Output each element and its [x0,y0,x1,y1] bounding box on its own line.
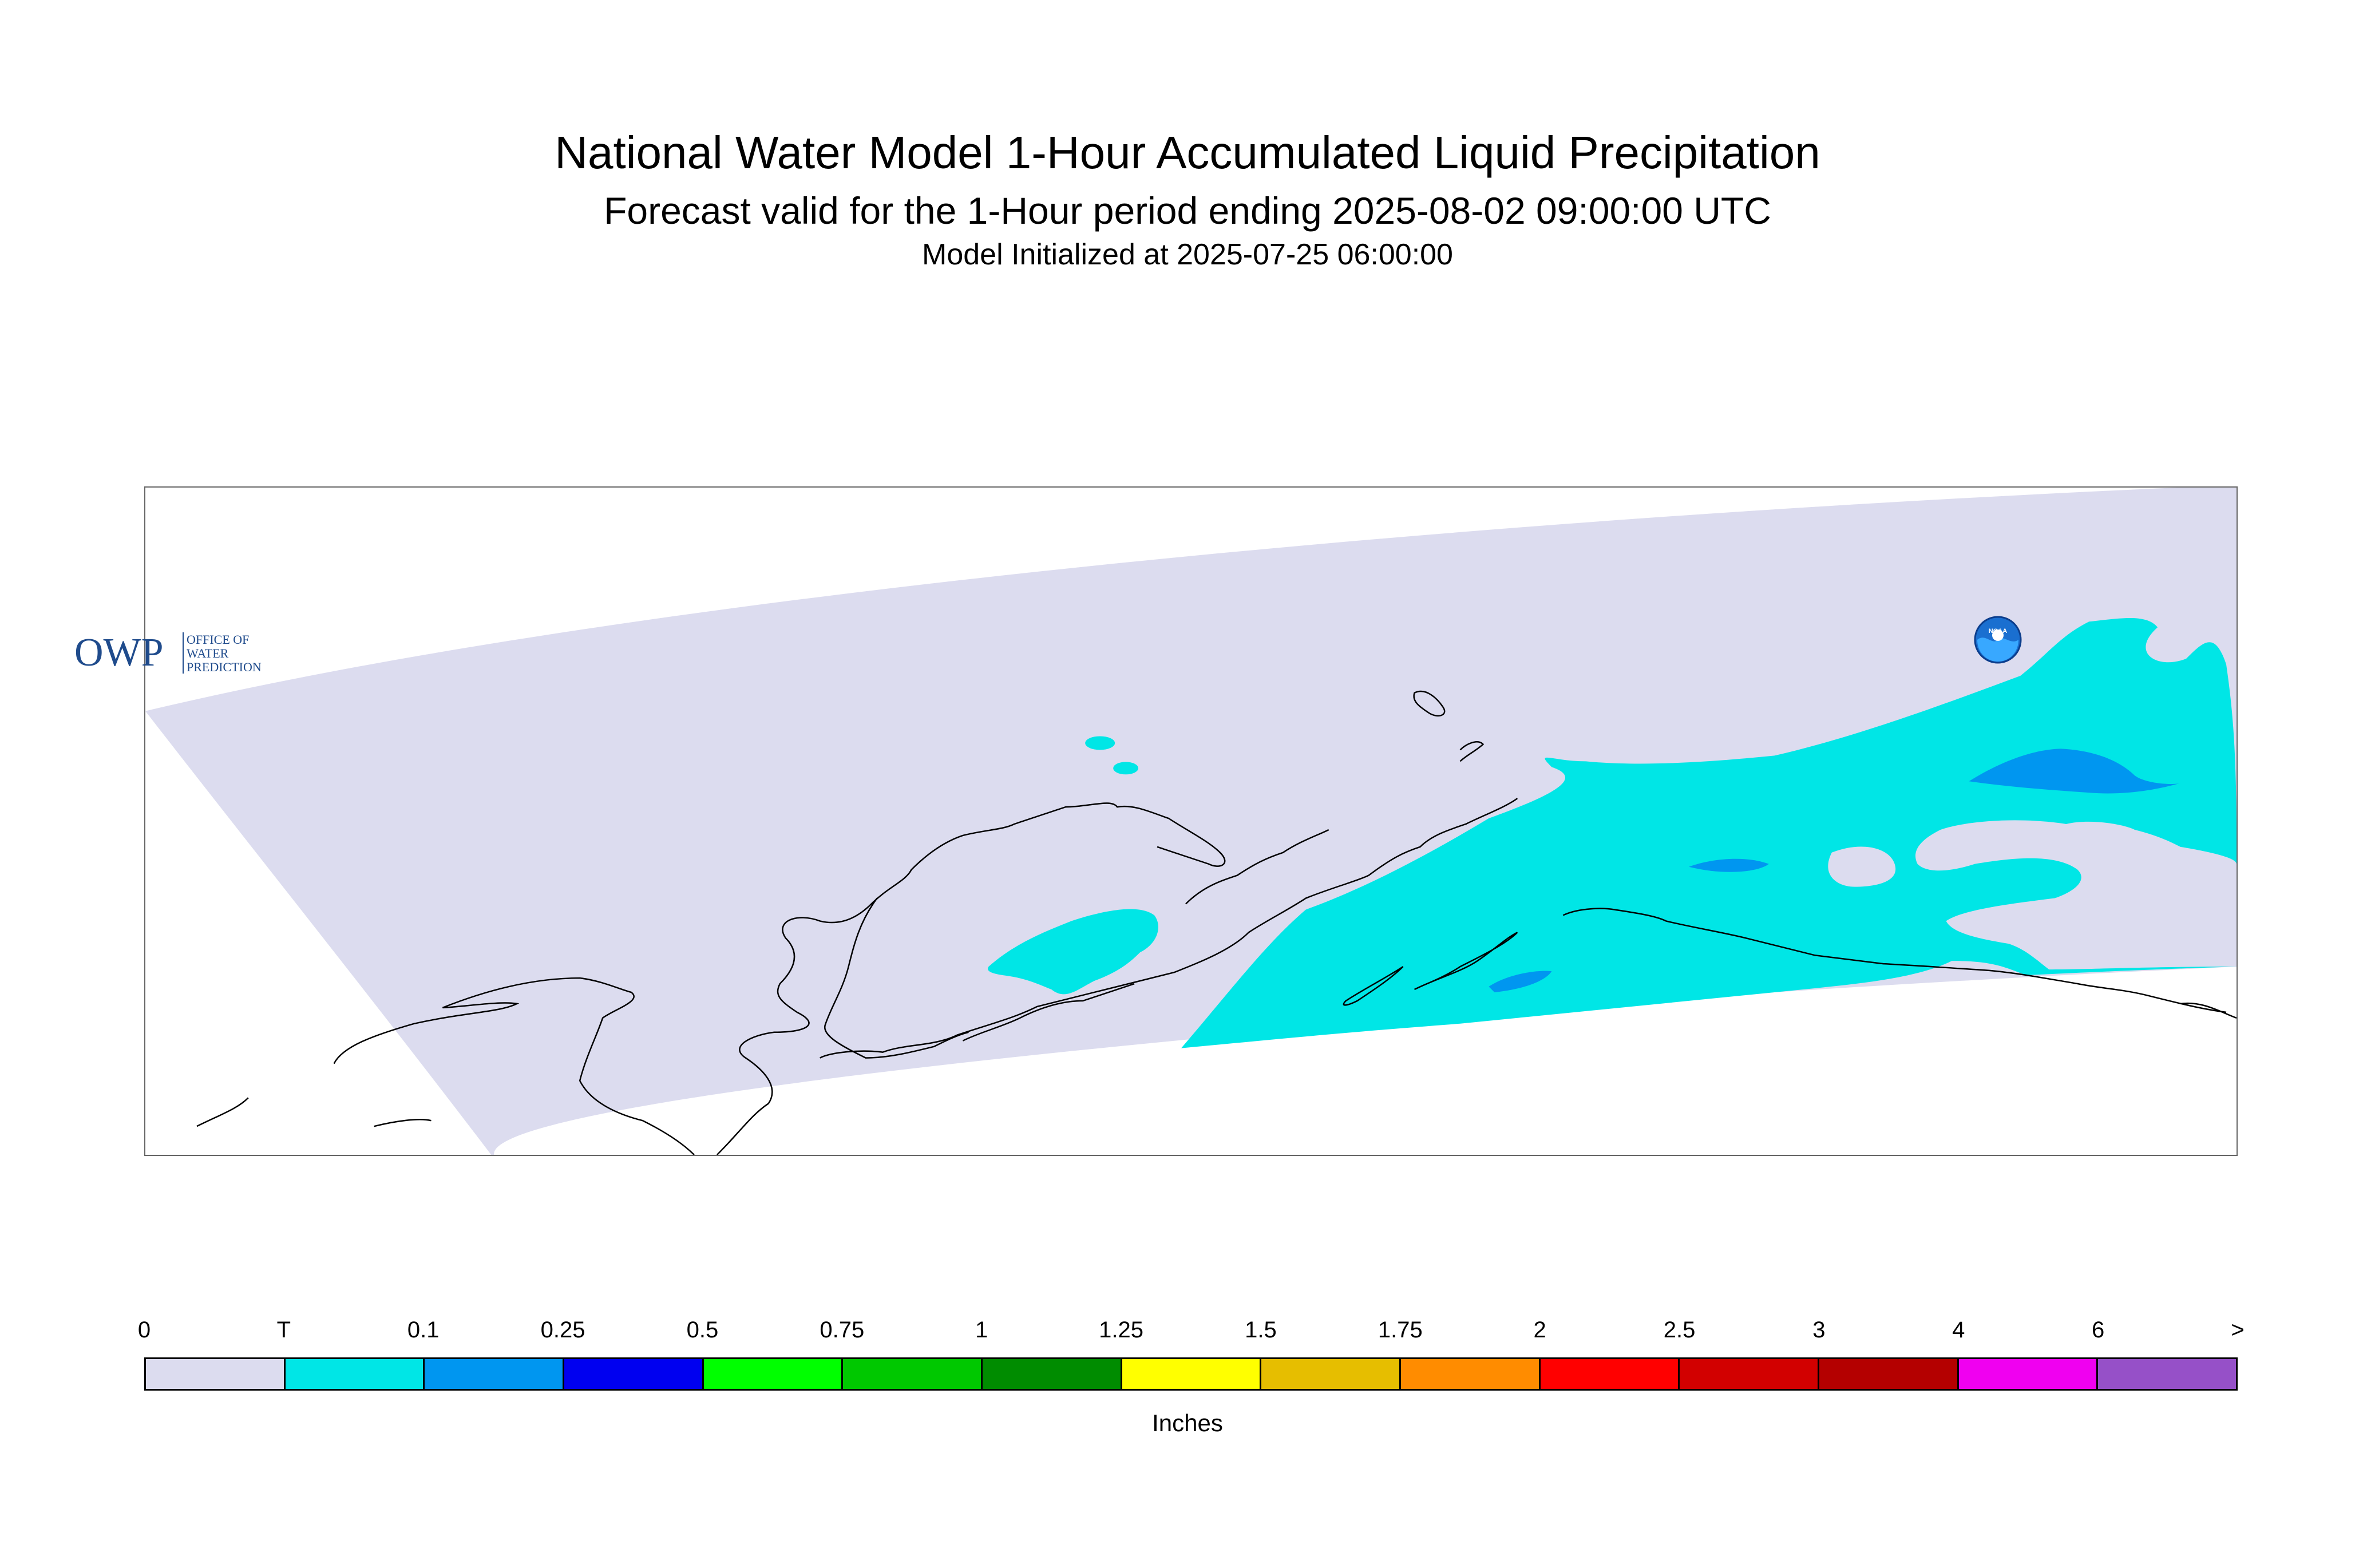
legend-tick-labels: 0 T 0.1 0.25 0.5 0.75 1 1.25 1.5 1.75 2 2.5 3 4 6 > [138,1316,2245,1351]
coastline-right-edge [2180,1002,2237,1019]
legend-tick-label: 0 [137,1317,151,1343]
precip-trace-blob-2 [1113,762,1139,775]
legend-tick-label: 1 [975,1317,988,1343]
coastline-east [1562,908,2227,1013]
legend-color-swatch [843,1359,983,1389]
legend-units: Inches [1152,1409,1223,1436]
coastline-peninsula [820,798,1518,1059]
coastline-bay-west [717,802,1226,1155]
legend-color-swatch [564,1359,704,1389]
legend-tick-label: T [276,1317,291,1343]
legend-tick-label: 3 [1812,1317,1826,1343]
legend-color-swatch [146,1359,286,1389]
legend-color-swatch [703,1359,844,1389]
legend-color-swatch [285,1359,425,1389]
coastline-islands-1 [962,983,1135,1042]
legend-tick-label: 1.5 [1245,1317,1277,1343]
legend-tick-label: 0.25 [540,1317,585,1343]
model-init-text: Model Initialized at 2025-07-25 06:00:00 [922,238,1453,271]
map-title: National Water Model 1-Hour Accumulated … [555,127,1820,178]
owp-letters: OWP [74,631,164,675]
legend-tick-label: > [2231,1317,2245,1343]
legend-tick-label: 2.5 [1663,1317,1696,1343]
legend-color-swatch [983,1359,1122,1389]
legend-color-swatch [2098,1359,2237,1389]
map-subtitle: Forecast valid for the 1-Hour period end… [604,189,1771,232]
legend-color-swatch [425,1359,565,1389]
coastline-islands-2 [1185,829,1329,905]
coastline-island-chain [1414,932,1518,991]
coastline-kodiak [1343,966,1404,1006]
precip-trace-region [1181,617,2237,1048]
legend-color-swatch [1680,1359,1820,1389]
legend-tick-label: 1.75 [1378,1317,1423,1343]
legend-tick-label: 0.75 [820,1317,865,1343]
owp-line-1: OFFICE OF [187,632,249,647]
noaa-letters: NOAA [1989,628,2007,635]
legend-color-swatch [1122,1359,1262,1389]
legend-color-swatch [1958,1359,2099,1389]
legend-tick-label: 0.1 [407,1317,440,1343]
no-precip-gap-2 [1828,846,1896,887]
legend-color-swatch [1819,1359,1959,1389]
coastline-inner-bay [824,897,969,1059]
owp-line-2: WATER [187,646,229,660]
legend-color-swatch [1540,1359,1680,1389]
legend-tick-label: 0.5 [686,1317,719,1343]
owp-logo: OWP OFFICE OF WATER PREDICTION [74,621,280,690]
coastline-mainland [333,977,695,1155]
legend-color-bar [144,1357,2238,1391]
precip-light-cell-south [1489,971,1552,992]
coastline-inlet [1459,741,1485,762]
legend-tick-label: 4 [1952,1317,1965,1343]
legend-tick-label: 1.25 [1099,1317,1143,1343]
legend-color-swatch [1401,1359,1541,1389]
legend-color-swatch [1261,1359,1402,1389]
precip-light-cell-east [1969,749,2181,794]
legend-tick-label: 6 [2092,1317,2105,1343]
legend-tick-label: 2 [1533,1317,1546,1343]
coastline-island-north [1413,690,1446,717]
noaa-logo: NOAA [1974,616,2022,664]
owp-line-3: PREDICTION [187,660,262,674]
coastline-group [196,690,2237,1155]
precip-light-cell-center [1689,858,1769,872]
precip-trace-blob-1 [1085,736,1115,750]
no-precip-gap [1915,820,2237,970]
coastline-sw-islands [196,1097,432,1127]
map-panel [144,486,2238,1156]
precip-map [145,488,2237,1155]
precip-trace-blob-bay [988,909,1158,995]
